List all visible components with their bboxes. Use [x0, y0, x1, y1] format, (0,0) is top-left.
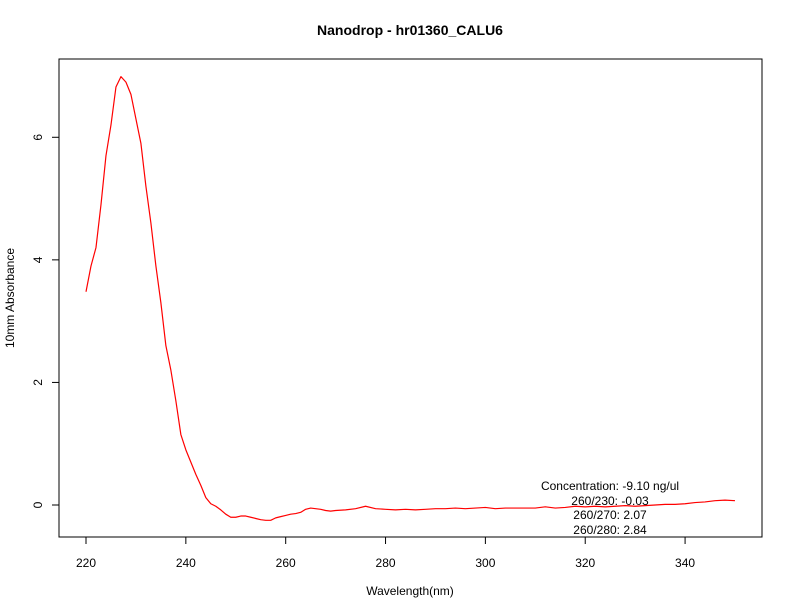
series-layer — [85, 76, 736, 521]
absorbance-series-line — [85, 76, 736, 521]
x-axis-label: Wavelength(nm) — [366, 584, 454, 598]
y-axis: 0 2 4 6 — [31, 134, 60, 508]
y-tick-label: 4 — [31, 256, 45, 263]
y-tick-label: 0 — [31, 501, 45, 508]
x-tick-label: 300 — [475, 556, 495, 570]
y-tick-label: 6 — [31, 134, 45, 141]
y-tick-label: 2 — [31, 379, 45, 386]
x-tick-label: 320 — [575, 556, 595, 570]
x-tick-label: 220 — [76, 556, 96, 570]
annotation-260-280: 260/280: 2.84 — [573, 523, 647, 537]
x-axis: 220 240 260 280 300 320 340 — [76, 536, 695, 570]
annotation-260-230: 260/230: -0.03 — [571, 494, 649, 508]
chart-title: Nanodrop - hr01360_CALU6 — [317, 22, 503, 38]
x-tick-label: 240 — [176, 556, 196, 570]
x-tick-label: 280 — [376, 556, 396, 570]
y-axis-label: 10mm Absorbance — [3, 248, 17, 348]
annotation-concentration: Concentration: -9.10 ng/ul — [541, 479, 679, 493]
annotations: Concentration: -9.10 ng/ul 260/230: -0.0… — [541, 479, 679, 537]
x-tick-label: 260 — [276, 556, 296, 570]
annotation-260-270: 260/270: 2.07 — [573, 508, 647, 522]
x-tick-label: 340 — [675, 556, 695, 570]
